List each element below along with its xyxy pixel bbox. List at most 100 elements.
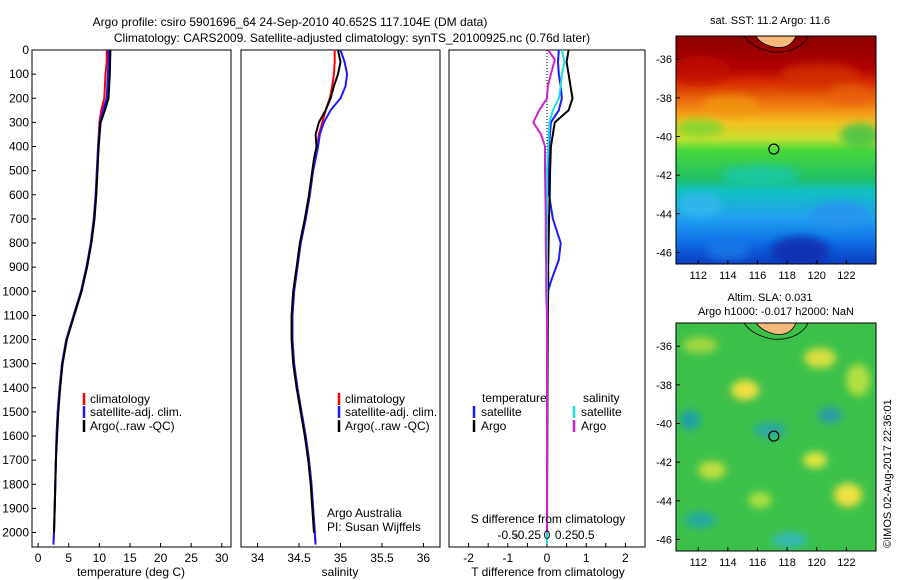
- depth-tick-label: 700: [9, 212, 29, 226]
- lon-tick-label: 122: [837, 270, 855, 282]
- lon-tick-label: 116: [749, 557, 767, 569]
- lon-tick-label: 114: [719, 557, 737, 569]
- lon-tick-label: 116: [749, 270, 767, 282]
- legend-t-satellite-label: satellite: [481, 405, 522, 419]
- sla-map-panel: Altim. SLA: 0.031 Argo h1000: -0.017 h20…: [656, 292, 877, 569]
- legend-t-argo-label: Argo: [481, 419, 507, 433]
- legend-salinity-title: salinity: [583, 391, 620, 405]
- s-tick-label: -0.25: [514, 528, 542, 542]
- depth-tick-label: 1700: [2, 453, 29, 467]
- temperature-axis: 0 5 10 15 20 25 30: [35, 543, 229, 565]
- lon-tick-label: 112: [689, 557, 707, 569]
- lat-tick-label: -38: [656, 93, 672, 105]
- depth-tick-label: 2000: [2, 526, 29, 540]
- argo-australia-label: Argo Australia: [327, 506, 402, 520]
- legend-climatology-label: climatology: [90, 392, 150, 406]
- x-tick-label: 0: [544, 551, 551, 565]
- depth-tick-label: 800: [9, 236, 29, 250]
- x-tick-label: 1: [583, 551, 590, 565]
- x-tick-label: 10: [93, 551, 107, 565]
- x-tick-label: 34.5: [287, 551, 311, 565]
- sla-map-axes: 112 114 116 118 120 122 -36 -38 -40 -42 -44 -46: [656, 341, 855, 569]
- lon-tick-label: 118: [778, 557, 796, 569]
- t-difference-xlabel: T difference from climatology: [471, 565, 625, 579]
- salinity-plot-frame: [240, 49, 441, 548]
- lon-tick-label: 120: [808, 270, 826, 282]
- depth-tick-label: 1900: [2, 501, 29, 515]
- temperature-series: [52, 49, 112, 545]
- salinity-series: [290, 49, 349, 545]
- temperature-xlabel: temperature (deg C): [77, 565, 185, 579]
- lat-tick-label: -44: [656, 209, 672, 221]
- lat-tick-label: -46: [656, 534, 672, 546]
- lat-tick-label: -38: [656, 380, 672, 392]
- lon-tick-label: 118: [778, 270, 796, 282]
- sst-field: [676, 36, 876, 264]
- depth-tick-label: 1300: [2, 357, 29, 371]
- salinity-axis: 34 34.5 35 35.5 36: [251, 543, 431, 565]
- lat-tick-label: -36: [656, 341, 672, 353]
- s-tick-label: 0.5: [578, 528, 595, 542]
- sla-field: [676, 323, 876, 551]
- depth-tick-label: 600: [9, 188, 29, 202]
- legend-temperature-title: temperature: [482, 391, 547, 405]
- sla-map-title-line2: Argo h1000: -0.017 h2000: NaN: [698, 306, 854, 318]
- x-tick-label: 35: [334, 551, 348, 565]
- lon-tick-label: 114: [719, 270, 737, 282]
- difference-panel: -2 -1 0 1 2 temperature satellite Argo salin…: [448, 49, 646, 579]
- figure-title-line2: Climatology: CARS2009. Satellite-adjuste…: [114, 31, 590, 45]
- depth-tick-label: 200: [9, 91, 29, 105]
- lat-tick-label: -40: [656, 418, 672, 430]
- series-line-argo_salinity: [532, 49, 556, 533]
- lat-tick-label: -36: [656, 54, 672, 66]
- s-tick-label: -0.5: [497, 528, 518, 542]
- s-tick-label: 0: [544, 528, 551, 542]
- lat-tick-label: -46: [656, 247, 672, 259]
- lon-tick-label: 120: [808, 557, 826, 569]
- s-difference-label: S difference from climatology: [471, 512, 626, 526]
- x-tick-label: -1: [502, 551, 513, 565]
- depth-tick-label: 1100: [3, 308, 29, 322]
- legend-argo-label: Argo(..raw -QC): [90, 419, 175, 433]
- depth-tick-label: 500: [9, 164, 29, 178]
- salinity-panel: 34 34.5 35 35.5 36 salinity climatology sate…: [240, 49, 441, 579]
- depth-tick-label: 1800: [2, 477, 29, 491]
- depth-tick-label: 1200: [2, 333, 29, 347]
- x-tick-label: 34: [251, 551, 265, 565]
- argo-location-marker: [768, 430, 780, 442]
- temperature-legend: climatology satellite-adj. clim. Argo(..…: [82, 392, 182, 433]
- depth-tick-label: 400: [9, 140, 29, 154]
- sst-map-frame: [675, 35, 877, 265]
- s-tick-label: 0.25: [555, 528, 579, 542]
- argo-location-marker: [768, 143, 780, 155]
- sst-map-axes: 112 114 116 118 120 122 -36 -38 -40 -42 -44 -46: [656, 54, 855, 282]
- lat-tick-label: -44: [656, 496, 672, 508]
- difference-series: [532, 49, 574, 545]
- lat-tick-label: -40: [656, 131, 672, 143]
- x-tick-label: 5: [65, 551, 72, 565]
- legend-climatology-label: climatology: [345, 392, 405, 406]
- depth-tick-label: 1600: [2, 429, 29, 443]
- sst-map-title: sat. SST: 11.2 Argo: 11.6: [710, 15, 830, 27]
- legend-satellite-label: satellite-adj. clim.: [90, 405, 182, 419]
- coastline-shape: [755, 36, 797, 48]
- legend-satellite-label: satellite-adj. clim.: [345, 405, 437, 419]
- x-tick-label: 35.5: [370, 551, 394, 565]
- x-tick-label: 15: [123, 551, 137, 565]
- lat-tick-label: -42: [656, 170, 672, 182]
- depth-tick-label: 1400: [2, 381, 29, 395]
- pi-name-label: PI: Susan Wijffels: [327, 520, 421, 534]
- depth-axis: 0 100 200 300 400 500 600 700 800 900 1000 1100 1200…: [2, 43, 36, 540]
- temperature-panel: 0100200300400500600700800900100011001200…: [2, 43, 232, 579]
- series-line-satellite_salinity: [546, 49, 566, 545]
- legend-s-satellite-label: satellite: [581, 405, 622, 419]
- depth-tick-label: 100: [9, 67, 29, 81]
- depth-tick-label: 1500: [2, 405, 29, 419]
- difference-axis: -2 -1 0 1 2: [463, 543, 629, 565]
- x-tick-label: 36: [417, 551, 431, 565]
- x-tick-label: 0: [35, 551, 42, 565]
- sla-map-title-line1: Altim. SLA: 0.031: [728, 292, 813, 304]
- legend-argo-label: Argo(..raw -QC): [345, 419, 430, 433]
- depth-tick-label: 0: [22, 43, 29, 57]
- salinity-legend: climatology satellite-adj. clim. Argo(..…: [337, 392, 437, 433]
